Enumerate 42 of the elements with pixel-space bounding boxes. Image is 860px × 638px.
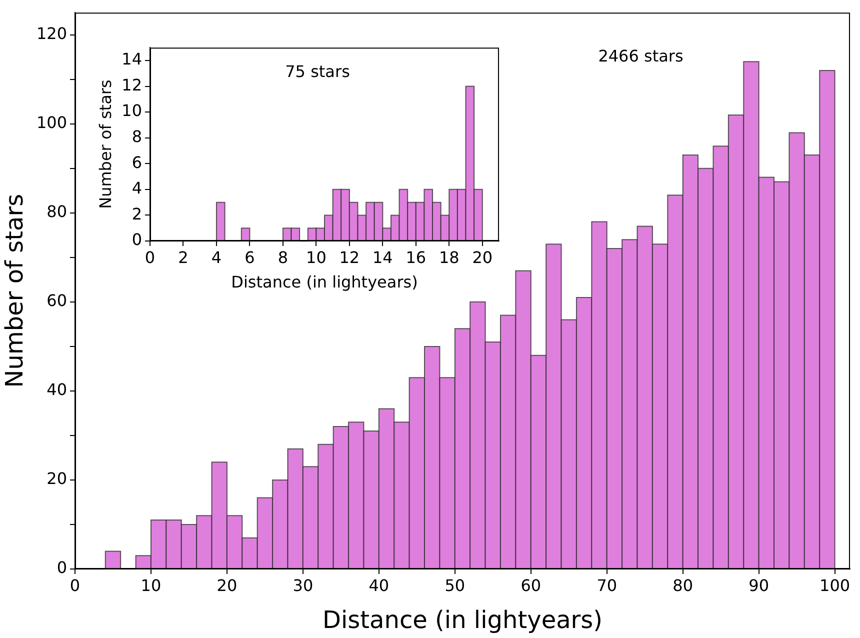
x-tick-label: 2 [178, 248, 188, 267]
y-tick-label: 40 [46, 380, 67, 400]
x-tick-label: 18 [438, 248, 460, 267]
y-tick-label: 80 [46, 202, 67, 222]
annotation: 2466 stars [598, 46, 684, 66]
x-tick-label: 4 [211, 248, 222, 267]
x-tick-label: 30 [292, 576, 314, 595]
x-tick-label: 40 [368, 576, 390, 595]
y-tick-label: 0 [132, 230, 142, 250]
x-tick-label: 20 [216, 576, 238, 595]
y-tick-label: 120 [36, 24, 67, 44]
y-tick-label: 100 [36, 113, 67, 132]
y-axis-title: Number of stars [96, 80, 115, 209]
x-tick-label: 0 [70, 576, 80, 595]
x-tick-label: 100 [820, 576, 850, 595]
y-tick-label: 6 [132, 152, 142, 172]
y-axis-title: Number of stars [0, 194, 29, 388]
x-tick-label: 80 [672, 576, 694, 595]
y-tick-label: 20 [46, 469, 67, 488]
y-tick-label: 14 [122, 50, 142, 69]
x-axis-title: Distance (in lightyears) [231, 272, 418, 292]
y-tick-label: 60 [46, 291, 67, 310]
x-tick-label: 14 [372, 248, 393, 267]
x-tick-label: 60 [520, 576, 542, 595]
x-tick-label: 12 [339, 248, 360, 267]
x-tick-label: 50 [444, 576, 466, 595]
x-tick-label: 8 [278, 248, 288, 267]
annotation: 75 stars [285, 62, 350, 81]
y-tick-label: 8 [132, 127, 142, 146]
x-tick-label: 70 [596, 576, 618, 595]
y-tick-label: 2 [132, 204, 142, 224]
y-tick-label: 10 [122, 101, 142, 120]
x-tick-label: 0 [144, 248, 156, 267]
y-tick-label: 0 [56, 558, 67, 578]
x-tick-label: 10 [306, 248, 326, 267]
y-tick-label: 12 [122, 75, 142, 94]
x-tick-label: 20 [472, 248, 493, 267]
x-tick-label: 6 [244, 248, 255, 267]
x-tick-label: 16 [406, 248, 426, 267]
x-tick-label: 90 [748, 576, 770, 595]
y-tick-label: 4 [132, 178, 142, 198]
x-axis-title: Distance (in lightyears) [322, 606, 603, 634]
